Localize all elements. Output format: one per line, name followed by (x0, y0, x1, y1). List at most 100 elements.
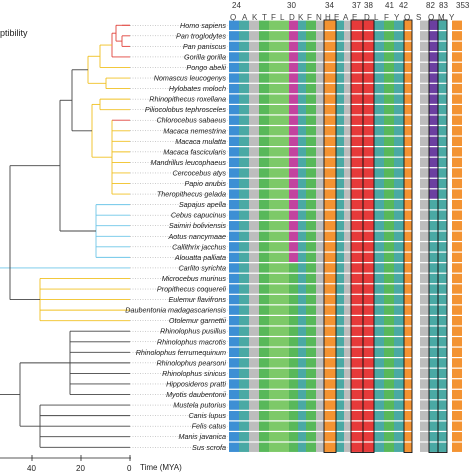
alignment-cell (279, 294, 289, 305)
alignment-cell (259, 252, 269, 263)
alignment-cell (279, 432, 289, 442)
alignment-cell (229, 273, 239, 284)
alignment-cell (279, 62, 289, 73)
alignment-cell (420, 294, 429, 305)
alignment-cell (269, 368, 279, 379)
alignment-cell (298, 231, 306, 241)
alignment-cell (344, 432, 351, 442)
alignment-cell (324, 347, 336, 357)
alignment-cell (229, 337, 239, 347)
alignment-cell (351, 305, 363, 315)
alignment-cell (316, 316, 324, 326)
alignment-cell (351, 400, 363, 410)
alignment-cell (438, 41, 447, 52)
alignment-cell (306, 442, 316, 452)
alignment-cell (249, 168, 259, 178)
alignment-cell (306, 105, 316, 115)
alignment-cell (229, 199, 239, 210)
alignment-cell (279, 242, 289, 252)
alignment-cell (279, 400, 289, 410)
alignment-cell (374, 294, 384, 305)
alignment-cell (298, 210, 306, 220)
alignment-cell (351, 368, 363, 379)
alignment-cell (420, 199, 429, 210)
alignment-cell (229, 20, 239, 30)
alignment-cell (279, 231, 289, 241)
alignment-cell (239, 294, 249, 305)
alignment-cell (344, 242, 351, 252)
alignment-cell (452, 83, 462, 94)
alignment-cell (429, 20, 438, 30)
alignment-cell (316, 115, 324, 125)
alignment-cell (259, 410, 269, 421)
alignment-cell (298, 20, 306, 30)
highlight-column (403, 19, 413, 453)
alignment-cell (344, 210, 351, 220)
alignment-cell (324, 316, 336, 326)
time-axis-label-40: 40 (27, 464, 36, 473)
alignment-cell (336, 83, 344, 94)
alignment-cell (259, 105, 269, 115)
alignment-cell (259, 421, 269, 431)
alignment-cell (279, 126, 289, 136)
alignment-cell (289, 389, 298, 400)
alignment-cell (239, 136, 249, 146)
alignment-cell (269, 115, 279, 125)
alignment-cell (344, 115, 351, 125)
alignment-cell (279, 20, 289, 30)
alignment-cell (289, 147, 298, 157)
alignment-cell (452, 389, 462, 400)
species-label: Papio anubis (184, 179, 226, 188)
alignment-cell (289, 294, 298, 305)
position-label-82: 82 (426, 1, 435, 10)
alignment-cell (306, 368, 316, 379)
alignment-cell (259, 316, 269, 326)
position-label-41: 41 (385, 1, 394, 10)
alignment-cell (289, 358, 298, 368)
alignment-cell (336, 199, 344, 210)
alignment-cell (249, 62, 259, 73)
alignment-cell (316, 421, 324, 431)
alignment-cell (249, 400, 259, 410)
alignment-cell (404, 379, 412, 389)
alignment-cell (420, 442, 429, 452)
alignment-cell (404, 73, 412, 83)
alignment-cell (384, 178, 394, 189)
alignment-cell (306, 337, 316, 347)
alignment-cell (438, 231, 447, 241)
alignment-cell (306, 210, 316, 220)
alignment-cell (420, 337, 429, 347)
alignment-cell (269, 199, 279, 210)
alignment-cell (404, 221, 412, 231)
alignment-cell (324, 94, 336, 104)
alignment-cell (239, 305, 249, 315)
alignment-cell (438, 94, 447, 104)
alignment-cell (420, 94, 429, 104)
alignment-cell (438, 273, 447, 284)
alignment-cell (438, 358, 447, 368)
alignment-cell (269, 210, 279, 220)
alignment-cell (298, 157, 306, 168)
alignment-cell (351, 389, 363, 400)
alignment-cell (336, 73, 344, 83)
alignment-cell (324, 31, 336, 41)
alignment-cell (269, 221, 279, 231)
alignment-cell (363, 389, 374, 400)
alignment-cell (324, 242, 336, 252)
alignment-cell (420, 273, 429, 284)
alignment-cell (452, 73, 462, 83)
alignment-cell (438, 421, 447, 431)
consensus-residue: F (307, 13, 312, 22)
alignment-cell (452, 94, 462, 104)
alignment-cell (229, 189, 239, 199)
alignment-cell (306, 305, 316, 315)
alignment-cell (429, 316, 438, 326)
alignment-cell (374, 147, 384, 157)
alignment-cell (452, 115, 462, 125)
alignment-cell (394, 316, 404, 326)
alignment-cell (336, 147, 344, 157)
alignment-cell (438, 221, 447, 231)
alignment-cell (351, 410, 363, 421)
alignment-cell (239, 410, 249, 421)
alignment-cell (259, 242, 269, 252)
